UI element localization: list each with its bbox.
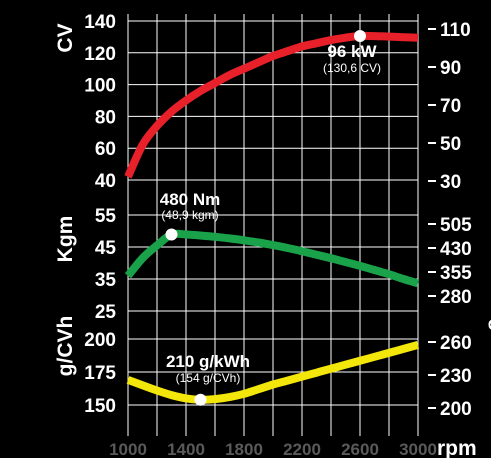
right-unit-label: g/kWh — [488, 319, 491, 382]
torque-peak-sublabel: (48,9 kgm) — [161, 208, 218, 222]
consumption-peak-label: 210 g/kWh — [166, 352, 250, 371]
left-tick-label: 55 — [95, 206, 117, 227]
right-tick-label: 430 — [440, 239, 472, 260]
x-tick-label: 1000 — [109, 440, 147, 458]
consumption-peak-marker — [194, 393, 207, 406]
left-tick-label: 60 — [95, 139, 116, 160]
x-tick-label: 2600 — [341, 440, 379, 458]
left-unit-label: Kgm — [54, 216, 77, 263]
left-tick-label: 25 — [95, 302, 117, 323]
x-tick-label: 1400 — [167, 440, 205, 458]
right-tick-label: 230 — [440, 366, 472, 387]
left-tick-label: 40 — [95, 171, 116, 192]
torque-peak-label: 480 Nm — [160, 190, 220, 209]
power-peak-sublabel: (130,6 CV) — [323, 61, 381, 75]
right-tick-label: 110 — [440, 20, 471, 41]
consumption-peak-sublabel: (154 g/CVh) — [176, 371, 241, 385]
left-unit-label: CV — [54, 23, 77, 52]
consumption-curve — [126, 341, 420, 404]
left-tick-label: 80 — [95, 107, 116, 128]
right-tick-label: 505 — [440, 215, 472, 236]
left-tick-label: 45 — [95, 238, 117, 259]
power-curve — [124, 31, 419, 179]
right-tick-label: 30 — [440, 172, 461, 193]
right-tick-label: 200 — [440, 399, 472, 420]
torque-peak-marker — [165, 228, 178, 241]
x-tick-label: 3000 — [399, 440, 437, 458]
right-unit-label: kW — [488, 22, 491, 54]
left-tick-label: 120 — [84, 44, 116, 65]
left-tick-label: 150 — [84, 396, 116, 417]
right-tick-label: 50 — [440, 134, 461, 155]
power-peak-label: 96 kW — [327, 42, 377, 61]
left-tick-label: 200 — [84, 330, 116, 351]
left-tick-label: 140 — [84, 12, 116, 33]
x-tick-label: 1800 — [225, 440, 263, 458]
left-tick-label: 35 — [95, 270, 117, 291]
right-tick-label: 355 — [440, 263, 472, 284]
right-tick-label: 90 — [440, 58, 461, 79]
x-unit-label: rpm — [437, 437, 477, 458]
left-unit-label: g/CVh — [54, 316, 77, 377]
right-tick-label: 70 — [440, 96, 461, 117]
left-tick-label: 100 — [84, 76, 116, 97]
left-tick-label: 175 — [84, 363, 116, 384]
x-tick-label: 2200 — [283, 440, 321, 458]
right-tick-label: 260 — [440, 333, 472, 354]
power-peak-marker — [354, 29, 366, 42]
right-tick-label: 280 — [440, 287, 472, 308]
right-unit-label: Nm — [488, 211, 491, 245]
